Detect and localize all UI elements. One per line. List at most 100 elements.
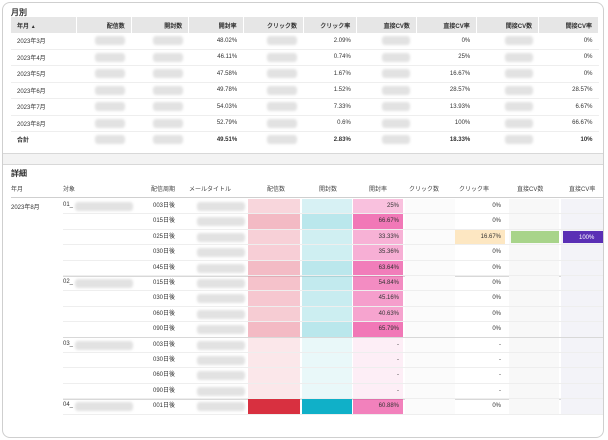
detail-col-direct-cv[interactable]: 直接CV数: [517, 187, 544, 193]
blurred-value: [95, 52, 126, 62]
detail-col-target[interactable]: 対象: [63, 187, 76, 193]
detail-opened-cell: [302, 291, 352, 306]
col-header-direct-cv[interactable]: 直接CV数: [356, 17, 417, 33]
detail-col-open-rate[interactable]: 開封率: [369, 187, 388, 193]
detail-click-rate-highlight: 16.67%: [455, 229, 505, 245]
detail-delivered-cell: [248, 322, 300, 337]
detail-direct-cv-bar: [511, 230, 559, 244]
detail-month: 2023年8月: [11, 205, 40, 211]
detail-click-rate-cell: -: [499, 341, 501, 348]
detail-delivered-cell: [248, 260, 300, 275]
detail-delivered-cell: [248, 214, 300, 229]
detail-open-rate-cell: 66.67%: [353, 214, 403, 229]
row-separator: [63, 382, 603, 384]
detail-clicks-cell: [405, 214, 455, 229]
blurred-value: [152, 36, 183, 46]
detail-delivered-cell: [248, 306, 300, 322]
detail-col-mail-title[interactable]: メールタイトル: [189, 187, 232, 193]
blurred-value: [197, 371, 245, 381]
detail-opened-cell: [302, 306, 352, 322]
detail-clicks-cell: [405, 322, 455, 337]
blurred-value: [382, 118, 411, 128]
detail-click-rate-cell: 0%: [492, 310, 501, 317]
detail-col-month[interactable]: 年月: [11, 187, 24, 193]
detail-direct-cv-rate-cell: [561, 260, 603, 275]
detail-col-direct-cv-rate[interactable]: 直接CV率: [569, 187, 596, 193]
blurred-value: [382, 36, 411, 46]
detail-click-rate-cell: 0%: [492, 264, 501, 271]
detail-delivered-bar-strong: [248, 399, 300, 414]
detail-period: 060日後: [153, 310, 176, 317]
detail-group-label: 01_: [63, 202, 74, 208]
detail-direct-cv-cell: [509, 276, 559, 291]
detail-col-period[interactable]: 配信周期: [151, 187, 176, 193]
detail-click-rate-cell: 0%: [492, 295, 501, 302]
detail-opened-cell: [302, 276, 352, 291]
detail-click-rate-cell: 0%: [492, 218, 501, 225]
detail-opened-cell: [302, 322, 352, 337]
detail-clicks-cell: [405, 306, 455, 322]
detail-direct-cv-cell: [509, 383, 559, 399]
detail-direct-cv-rate-cell: [561, 353, 603, 368]
detail-opened-cell: [302, 353, 352, 368]
blurred-value: [197, 325, 245, 335]
col-header-indirect-cv[interactable]: 間接CV数: [476, 17, 540, 33]
blurred-value: [95, 85, 126, 95]
col-header-delivered[interactable]: 配信数: [76, 17, 132, 33]
row-separator: [63, 321, 603, 323]
blurred-value: [152, 135, 183, 145]
detail-direct-cv-rate-bar: 100%: [563, 230, 603, 244]
detail-col-clicks[interactable]: クリック数: [409, 187, 440, 193]
detail-group-label: 04_: [63, 402, 74, 409]
col-header-month[interactable]: 年月 ▲: [11, 17, 77, 33]
detail-delivered-cell: [248, 383, 300, 399]
col-header-indirect-cv-rate[interactable]: 間接CV率: [538, 17, 599, 33]
table-row: 2023年5月 47.58% 1.67% 16.67% 0%: [11, 65, 599, 83]
detail-opened-cell: [302, 260, 352, 275]
detail-open-rate-cell: 35.36%: [353, 245, 403, 260]
detail-open-rate-cell: 40.63%: [353, 306, 403, 322]
blurred-value: [75, 202, 133, 211]
row-separator: [63, 244, 603, 246]
detail-click-rate-cell: 0%: [492, 280, 501, 286]
blurred-value: [197, 340, 245, 350]
detail-clicks-cell: [405, 260, 455, 275]
col-header-direct-cv-rate[interactable]: 直接CV率: [416, 17, 477, 33]
table-row: 2023年8月 52.79% 0.6% 100% 66.67%: [11, 115, 599, 132]
detail-click-rate-cell: -: [499, 357, 501, 363]
blurred-value: [75, 340, 133, 350]
blurred-value: [197, 356, 245, 365]
blurred-value: [267, 118, 298, 128]
detail-col-click-rate[interactable]: クリック率: [459, 187, 490, 193]
detail-direct-cv-cell: [509, 368, 559, 383]
col-header-opened[interactable]: 開封数: [131, 17, 190, 33]
detail-clicks-cell: [405, 245, 455, 260]
monthly-table: 年月 ▲ 配信数 開封数 開封率 クリック数 クリック率 直接CV数 直接CV率…: [11, 17, 599, 148]
table-row: 2023年4月 46.11% 0.74% 25% 0%: [11, 49, 599, 66]
group-separator: [63, 275, 603, 277]
detail-direct-cv-cell: [509, 337, 559, 352]
col-header-click-rate[interactable]: クリック率: [303, 17, 358, 33]
table-row: 2023年6月 49.78% 1.52% 28.57% 28.57%: [11, 82, 599, 99]
blurred-value: [75, 402, 133, 412]
col-header-open-rate[interactable]: 開封率: [188, 17, 244, 33]
monthly-section-title: 月別: [11, 8, 27, 17]
detail-col-opened[interactable]: 開封数: [319, 187, 338, 193]
detail-click-rate-cell: -: [499, 372, 501, 379]
detail-opened-cell: [302, 214, 352, 229]
detail-clicks-cell: [405, 368, 455, 383]
detail-col-delivered[interactable]: 配信数: [267, 187, 286, 193]
detail-clicks-cell: [405, 276, 455, 291]
col-header-clicks[interactable]: クリック数: [243, 17, 304, 33]
detail-direct-cv-rate-cell: [561, 199, 603, 214]
blurred-value: [197, 263, 245, 273]
detail-direct-cv-rate-cell: [561, 399, 603, 414]
row-separator: [63, 305, 603, 307]
blurred-value: [382, 52, 411, 62]
detail-period: 025日後: [153, 233, 176, 240]
detail-open-rate-cell: 33.33%: [353, 229, 403, 245]
detail-header-line: [11, 197, 603, 198]
detail-clicks-cell: [405, 353, 455, 368]
row-separator: [63, 259, 603, 261]
